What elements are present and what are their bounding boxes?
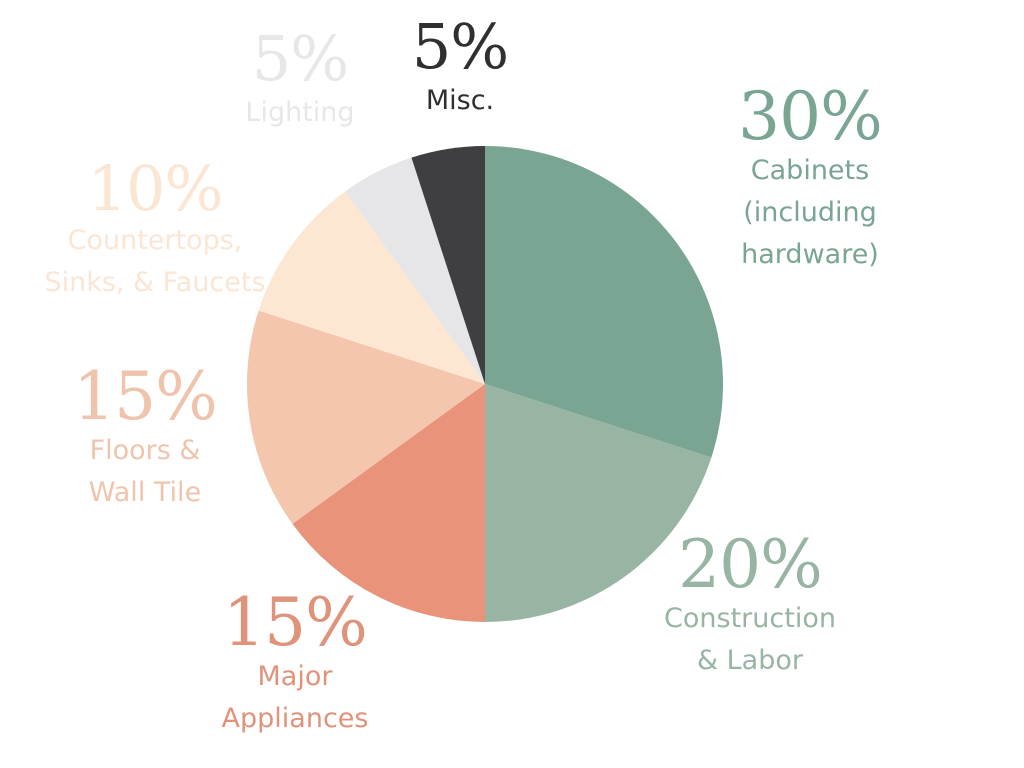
pie-slice-floors [246,310,485,524]
percent-label: 20% [678,526,823,603]
percent-label: 15% [73,358,218,435]
percent-label: 30% [738,78,883,155]
label-misc: 5% Misc. [390,14,530,122]
slice-name-line: Wall Tile [88,477,202,508]
label-major-appliances: 15% Major Appliances [180,590,410,740]
slice-name-line: Cabinets [750,155,870,186]
slice-name-line: (including [743,197,877,228]
slice-name-line: Major [257,661,333,692]
percent-label: 5% [251,22,349,95]
pie-slice-construction [485,384,712,622]
slice-name-line: Misc. [425,85,495,116]
slice-name: Floors & Wall Tile [40,430,250,514]
slice-name: Lighting [220,92,380,134]
pie-slice-cabinets [485,146,723,458]
slice-name-line: Sinks, & Faucets [44,267,266,298]
pie-slice-misc [411,146,485,384]
pie-slice-lighting [345,157,485,384]
label-lighting: 5% Lighting [220,26,380,134]
slice-name: Cabinets (including hardware) [710,150,910,276]
slice-name-line: Lighting [245,97,355,128]
label-construction-labor: 20% Construction & Labor [640,532,860,682]
pie-slice-countertops [258,191,485,384]
slice-name: Major Appliances [180,656,410,740]
slice-name: Countertops, Sinks, & Faucets [30,220,280,304]
slice-name-line: Appliances [221,703,369,734]
slice-name-line: Countertops, [67,225,243,256]
percent-label: 10% [87,152,224,225]
slice-name-line: Floors & [89,435,201,466]
slice-name-line: Construction [664,603,836,634]
slice-name: Construction & Labor [640,598,860,682]
label-countertops-sinks-faucets: 10% Countertops, Sinks, & Faucets [30,158,280,304]
label-floors-wall-tile: 15% Floors & Wall Tile [40,364,250,514]
label-cabinets: 30% Cabinets (including hardware) [710,84,910,276]
pie-slice-major [292,384,485,622]
percent-label: 15% [223,584,368,661]
pie-slices [246,146,723,622]
slice-name: Misc. [390,80,530,122]
percent-label: 5% [411,10,509,83]
slice-name-line: hardware) [741,239,879,270]
slice-name-line: & Labor [697,645,803,676]
